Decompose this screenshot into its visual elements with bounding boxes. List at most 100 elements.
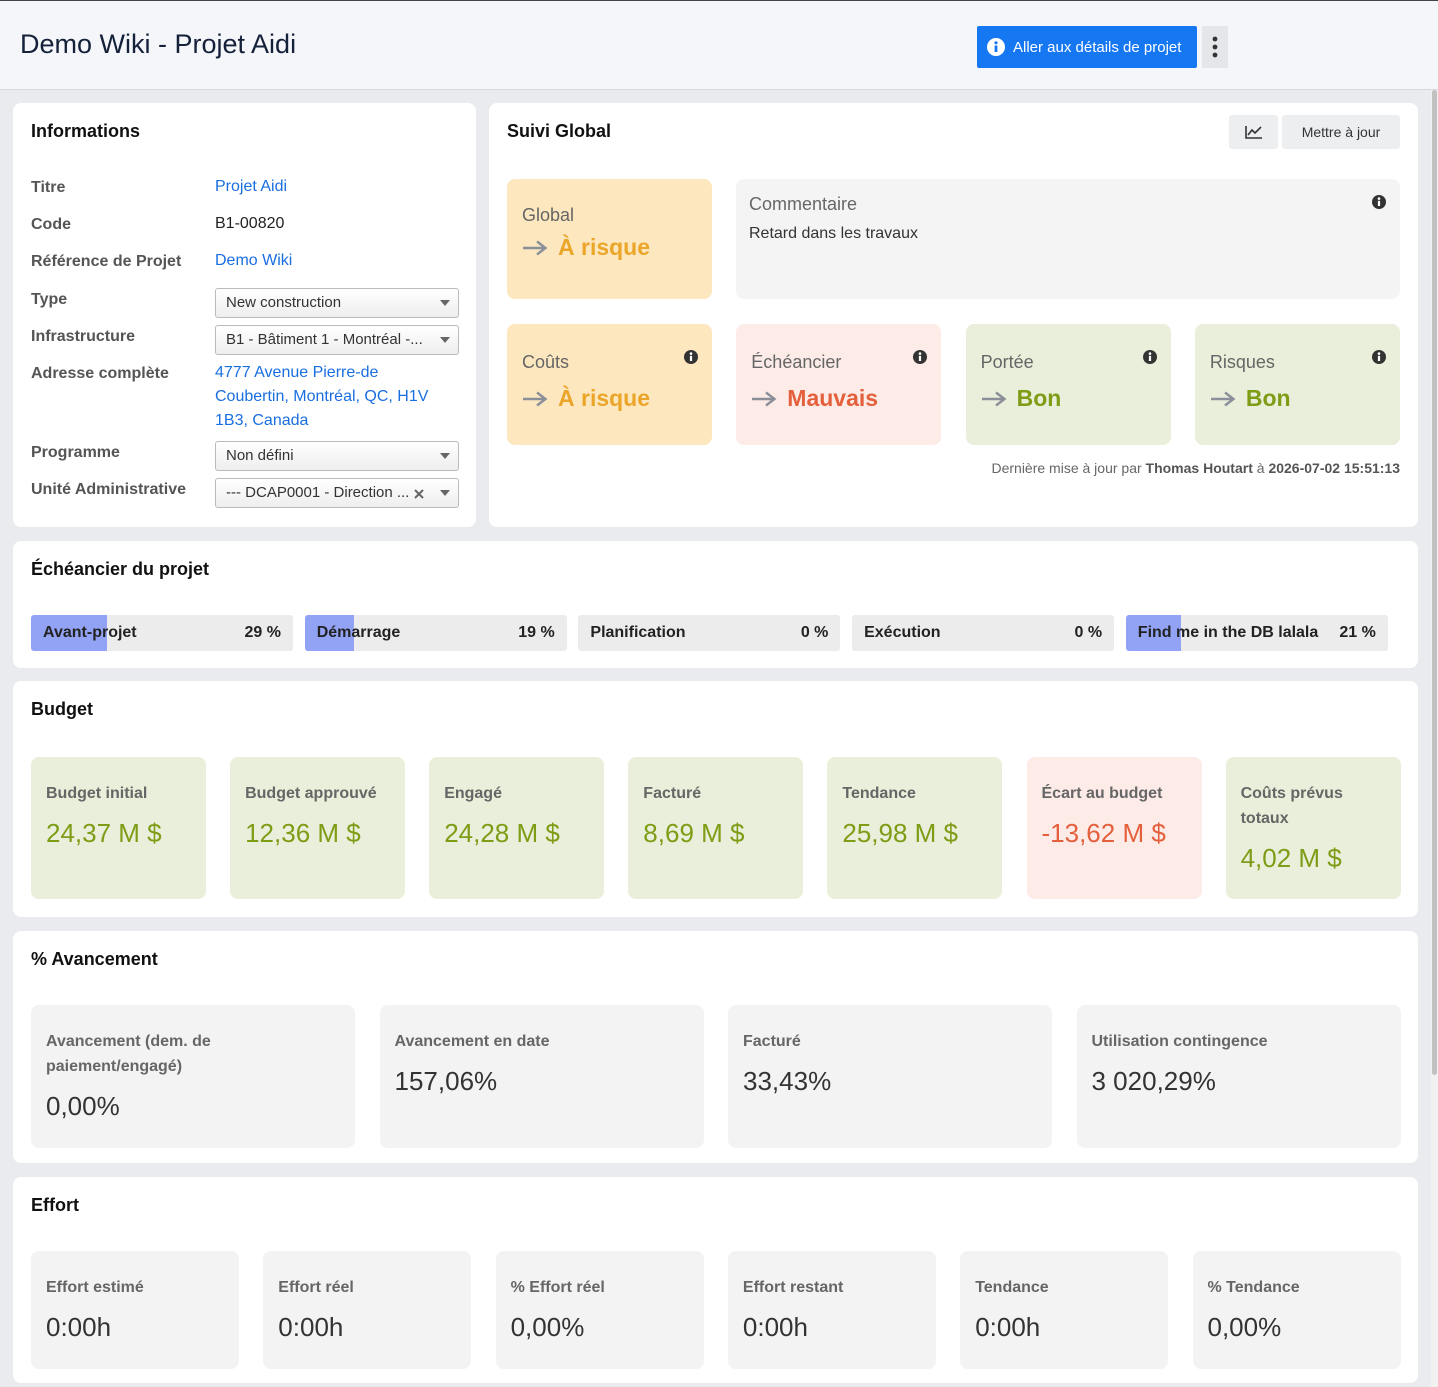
tile-label: Portée [980,352,1034,372]
select-box[interactable]: B1 - Bâtiment 1 - Montréal -... [215,325,459,355]
kpi-value: 0:00h [46,1312,112,1342]
select-value: B1 - Bâtiment 1 - Montréal -... [226,331,423,348]
kpi-label: Engagé [444,785,502,802]
caret-icon [440,300,450,306]
kpi-tile: Avancement (dem. de paiement/engagé) 0,00… [31,1005,355,1148]
kpi-value: 24,37 M $ [46,818,162,848]
tile-status: Mauvais [751,385,926,412]
kebab-icon [1212,36,1218,58]
card-title: Informations [31,121,141,141]
info-icon[interactable] [1142,350,1157,364]
kpi-value: 4,02 M $ [1240,843,1342,873]
chart-button[interactable] [1229,115,1278,149]
phase-fill [31,615,107,651]
kpi-value: 0,00% [46,1091,120,1121]
kpi-label: Tendance [842,785,916,802]
info-icon [987,38,1005,56]
status-text: Bon [1016,385,1062,411]
indicator-tile: Coûts À risque [507,324,712,445]
indicator-tile: Risques Bon [1194,324,1400,445]
phase-name: Avant-projet [43,624,137,641]
kpi-label: % Effort réel [510,1279,605,1296]
phase-name: Exécution [864,624,941,641]
update-button[interactable]: Mettre à jour [1282,115,1400,149]
kpi-tile: Effort restant 0:00h [727,1251,936,1369]
select-box[interactable]: Non défini [215,441,459,471]
schedule-card: Échéancier du projet Avant-projet 29 % Dém… [13,541,1418,668]
header: Demo Wiki - Projet Aidi Aller aux détail… [0,0,1438,90]
info-icon[interactable] [913,350,928,364]
scrollbar-thumb[interactable] [1432,90,1437,1075]
comment-label: Commentaire [749,194,858,214]
select-box[interactable]: --- DCAP0001 - Direction ... [215,478,459,508]
tile-status: Bon [1210,385,1385,412]
phase-bar: Avant-projet 29 % [31,615,293,651]
chart-icon [1244,126,1262,139]
kpi-tile: Tendance 25,98 M $ [827,757,1003,899]
kpi-value: 0:00h [278,1312,344,1342]
phase-bar: Démarrage 19 % [304,615,567,651]
kpi-value: -13,62 M $ [1041,818,1166,848]
tile-label: Risques [1209,352,1275,372]
phase-percent: 21 % [1339,624,1376,641]
phase-bar: Find me in the DB lalala 21 % [1125,615,1388,651]
select-value: Non défini [226,447,294,464]
last-update-user: Thomas Houtart [1145,460,1253,476]
card-title: Échéancier du projet [31,559,210,579]
kpi-tile: Effort estimé 0:00h [31,1251,239,1369]
kpi-tile: % Effort réel 0,00% [495,1251,704,1369]
kpi-label: % Tendance [1207,1279,1300,1296]
caret-icon [440,337,450,343]
indicator-tile: Portée Bon [965,324,1171,445]
arrow-icon [523,240,548,255]
tile-status: Bon [981,385,1156,412]
kpi-label: Avancement (dem. de paiement/engagé) [46,1033,211,1075]
arrow-icon [981,391,1007,406]
info-icon[interactable] [684,350,698,364]
phase-fill [1125,615,1181,651]
phase-bar: Exécution 0 % [852,615,1115,651]
kpi-value: 157,06% [394,1066,498,1096]
kpi-label: Coûts prévus totaux [1240,785,1343,827]
details-button-label: Aller aux détails de projet [1013,38,1182,56]
kpi-value: 33,43% [743,1066,832,1096]
kpi-value: 12,36 M $ [245,818,361,848]
kpi-label: Effort réel [278,1279,354,1296]
budget-card: Budget Budget initial 24,37 M $ Budget app… [13,681,1418,917]
kpi-label: Tendance [975,1279,1049,1296]
field-value: 4777 Avenue Pierre-de Coubertin, Montréa… [215,364,429,429]
kpi-tile: Engagé 24,28 M $ [429,757,605,899]
field-value: Demo Wiki [215,252,293,269]
kpi-value: 0,00% [510,1312,585,1342]
last-update: Dernière mise à jour par Thomas Houtart … [991,460,1400,476]
kpi-value: 24,28 M $ [444,818,560,848]
field-value: B1-00820 [215,215,285,232]
info-icon[interactable] [1372,195,1386,209]
details-button[interactable]: Aller aux détails de projet [977,26,1197,68]
info-icon[interactable] [1371,350,1386,364]
kpi-label: Effort restant [742,1279,844,1296]
kpi-label: Écart au budget [1041,785,1163,802]
kpi-label: Budget initial [46,785,148,802]
scrollbar[interactable] [1431,90,1438,1387]
clear-icon[interactable] [414,489,424,499]
phase-name: Find me in the DB lalala [1137,624,1319,641]
last-update-prefix: Dernière mise à jour par [991,460,1142,476]
field-value: Projet Aidi [215,178,288,195]
kpi-value: 8,69 M $ [643,818,745,848]
card-title: Effort [31,1195,79,1215]
last-update-sep: à [1256,460,1265,476]
arrow-icon [523,391,548,406]
caret-icon [440,490,450,496]
select-value: --- DCAP0001 - Direction ... [226,484,410,501]
tile-label: Échéancier [751,352,842,372]
field-label: Type [31,291,68,308]
kpi-tile: Écart au budget -13,62 M $ [1026,757,1202,899]
status-text: Bon [1245,385,1291,411]
phase-bar: Planification 0 % [578,615,841,651]
menu-button[interactable] [1202,26,1228,68]
arrow-icon [752,391,777,406]
phase-name: Planification [590,624,686,641]
select-box[interactable]: New construction [215,288,459,318]
